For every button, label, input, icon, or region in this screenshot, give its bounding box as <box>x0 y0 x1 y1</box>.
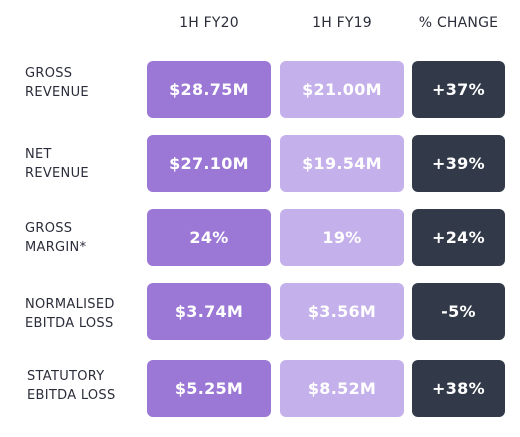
row-label-line2: REVENUE <box>25 166 89 181</box>
row-label-line2: REVENUE <box>25 85 89 100</box>
row-label-line2: MARGIN* <box>25 240 87 255</box>
row-label-line2: EBITDA LOSS <box>27 388 116 403</box>
row-label-line2: EBITDA LOSS <box>25 316 114 331</box>
header-1h-fy19: 1H FY19 <box>312 15 372 31</box>
header-1h-fy20: 1H FY20 <box>179 15 239 31</box>
net-revenue-change-cell: +39% <box>412 135 505 192</box>
normalised-ebitda-loss-fy19-cell: $3.56M <box>280 283 404 340</box>
row-label-statutory-ebitda-loss: STATUTORY EBITDA LOSS <box>27 367 116 405</box>
net-revenue-fy20-cell: $27.10M <box>147 135 271 192</box>
row-label-gross-margin: GROSS MARGIN* <box>25 219 86 257</box>
gross-margin-fy19-cell: 19% <box>280 209 404 266</box>
gross-revenue-change-cell: +37% <box>412 61 505 118</box>
row-label-line1: NORMALISED <box>25 297 115 312</box>
gross-revenue-fy20-cell: $28.75M <box>147 61 271 118</box>
row-label-gross-revenue: GROSS REVENUE <box>25 64 89 102</box>
normalised-ebitda-loss-fy20-cell: $3.74M <box>147 283 271 340</box>
row-label-line1: NET <box>25 147 52 162</box>
statutory-ebitda-loss-fy19-cell: $8.52M <box>280 360 404 417</box>
gross-revenue-fy19-cell: $21.00M <box>280 61 404 118</box>
gross-margin-fy20-cell: 24% <box>147 209 271 266</box>
header-percent-change: % CHANGE <box>418 15 499 31</box>
net-revenue-fy19-cell: $19.54M <box>280 135 404 192</box>
row-label-line1: GROSS <box>25 221 73 236</box>
row-label-line1: GROSS <box>25 66 73 81</box>
row-label-normalised-ebitda-loss: NORMALISED EBITDA LOSS <box>25 295 115 333</box>
statutory-ebitda-loss-change-cell: +38% <box>412 360 505 417</box>
row-label-net-revenue: NET REVENUE <box>25 145 89 183</box>
gross-margin-change-cell: +24% <box>412 209 505 266</box>
normalised-ebitda-loss-change-cell: -5% <box>412 283 505 340</box>
row-label-line1: STATUTORY <box>27 369 105 384</box>
statutory-ebitda-loss-fy20-cell: $5.25M <box>147 360 271 417</box>
